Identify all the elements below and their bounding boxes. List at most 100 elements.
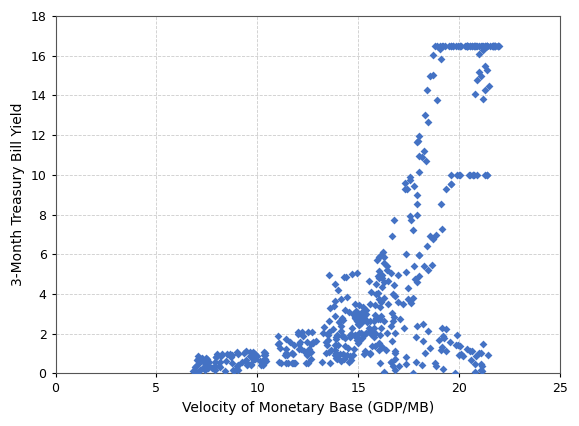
Point bbox=[379, 254, 389, 261]
Point bbox=[335, 318, 344, 325]
Point bbox=[321, 349, 330, 356]
Point bbox=[261, 355, 270, 362]
Point bbox=[239, 349, 248, 356]
Point bbox=[203, 356, 212, 363]
Point bbox=[476, 350, 485, 357]
Point bbox=[469, 43, 478, 49]
Point bbox=[401, 186, 410, 193]
Point bbox=[317, 359, 327, 366]
Point bbox=[462, 43, 471, 49]
Point bbox=[375, 296, 384, 303]
Point bbox=[339, 351, 348, 357]
Point bbox=[413, 192, 422, 199]
Point bbox=[229, 367, 238, 374]
Point bbox=[418, 337, 427, 344]
Point bbox=[483, 66, 492, 73]
Point bbox=[387, 269, 396, 276]
Point bbox=[283, 360, 292, 367]
Point bbox=[409, 294, 418, 301]
Point bbox=[340, 334, 350, 341]
Point bbox=[295, 339, 305, 345]
Point bbox=[401, 353, 411, 360]
Point bbox=[306, 341, 316, 348]
Point bbox=[234, 366, 243, 373]
Point bbox=[466, 171, 475, 178]
Point bbox=[395, 316, 405, 322]
Point bbox=[439, 333, 448, 340]
Point bbox=[377, 271, 386, 278]
Point bbox=[441, 348, 450, 355]
Point bbox=[291, 360, 300, 367]
Point bbox=[427, 262, 436, 268]
Point bbox=[215, 363, 224, 370]
Point bbox=[437, 43, 446, 49]
Point bbox=[415, 251, 424, 258]
Point bbox=[493, 43, 502, 49]
Point bbox=[446, 43, 456, 49]
Point bbox=[282, 349, 291, 356]
Point bbox=[433, 43, 442, 49]
Point bbox=[475, 349, 484, 356]
Point bbox=[478, 362, 487, 369]
Point bbox=[373, 256, 382, 263]
Point bbox=[382, 329, 391, 336]
Point bbox=[354, 310, 364, 317]
Point bbox=[302, 360, 311, 367]
Point bbox=[333, 341, 342, 348]
Point bbox=[468, 171, 478, 178]
Point bbox=[298, 332, 307, 339]
Point bbox=[467, 43, 477, 49]
Point bbox=[491, 43, 500, 49]
Point bbox=[248, 356, 257, 363]
Point bbox=[456, 350, 466, 357]
Point bbox=[354, 321, 363, 328]
Point bbox=[442, 325, 451, 332]
Point bbox=[253, 352, 262, 359]
Point bbox=[294, 341, 303, 348]
Point bbox=[369, 325, 379, 332]
Point bbox=[347, 271, 357, 277]
Point bbox=[462, 345, 471, 352]
Point bbox=[438, 225, 447, 232]
Point bbox=[324, 332, 333, 339]
Point bbox=[374, 340, 383, 346]
Point bbox=[351, 333, 361, 340]
Point bbox=[389, 282, 398, 288]
X-axis label: Velocity of Monetary Base (GDP/MB): Velocity of Monetary Base (GDP/MB) bbox=[182, 401, 434, 415]
Point bbox=[215, 364, 224, 371]
Point bbox=[362, 318, 372, 325]
Point bbox=[331, 297, 340, 304]
Point bbox=[365, 327, 375, 334]
Point bbox=[306, 349, 316, 356]
Point bbox=[450, 369, 460, 376]
Point bbox=[422, 243, 431, 250]
Point bbox=[354, 338, 364, 345]
Point bbox=[375, 254, 384, 261]
Point bbox=[465, 348, 474, 354]
Point bbox=[390, 349, 400, 356]
Point bbox=[376, 332, 385, 339]
Point bbox=[324, 328, 334, 335]
Point bbox=[373, 290, 382, 296]
Point bbox=[425, 345, 434, 352]
Point bbox=[260, 351, 269, 358]
Point bbox=[202, 360, 211, 366]
Point bbox=[333, 354, 342, 361]
Point bbox=[490, 43, 499, 49]
Point bbox=[373, 315, 383, 322]
Point bbox=[389, 291, 398, 298]
Point bbox=[399, 325, 408, 331]
Point bbox=[330, 346, 339, 353]
Point bbox=[378, 248, 387, 255]
Point bbox=[193, 355, 203, 362]
Point bbox=[331, 351, 340, 358]
Point bbox=[362, 311, 371, 317]
Point bbox=[208, 364, 218, 371]
Point bbox=[431, 232, 441, 239]
Point bbox=[297, 328, 306, 335]
Point bbox=[413, 279, 422, 285]
Point bbox=[425, 73, 434, 80]
Point bbox=[261, 350, 270, 357]
Point bbox=[358, 304, 367, 311]
Point bbox=[336, 327, 345, 334]
